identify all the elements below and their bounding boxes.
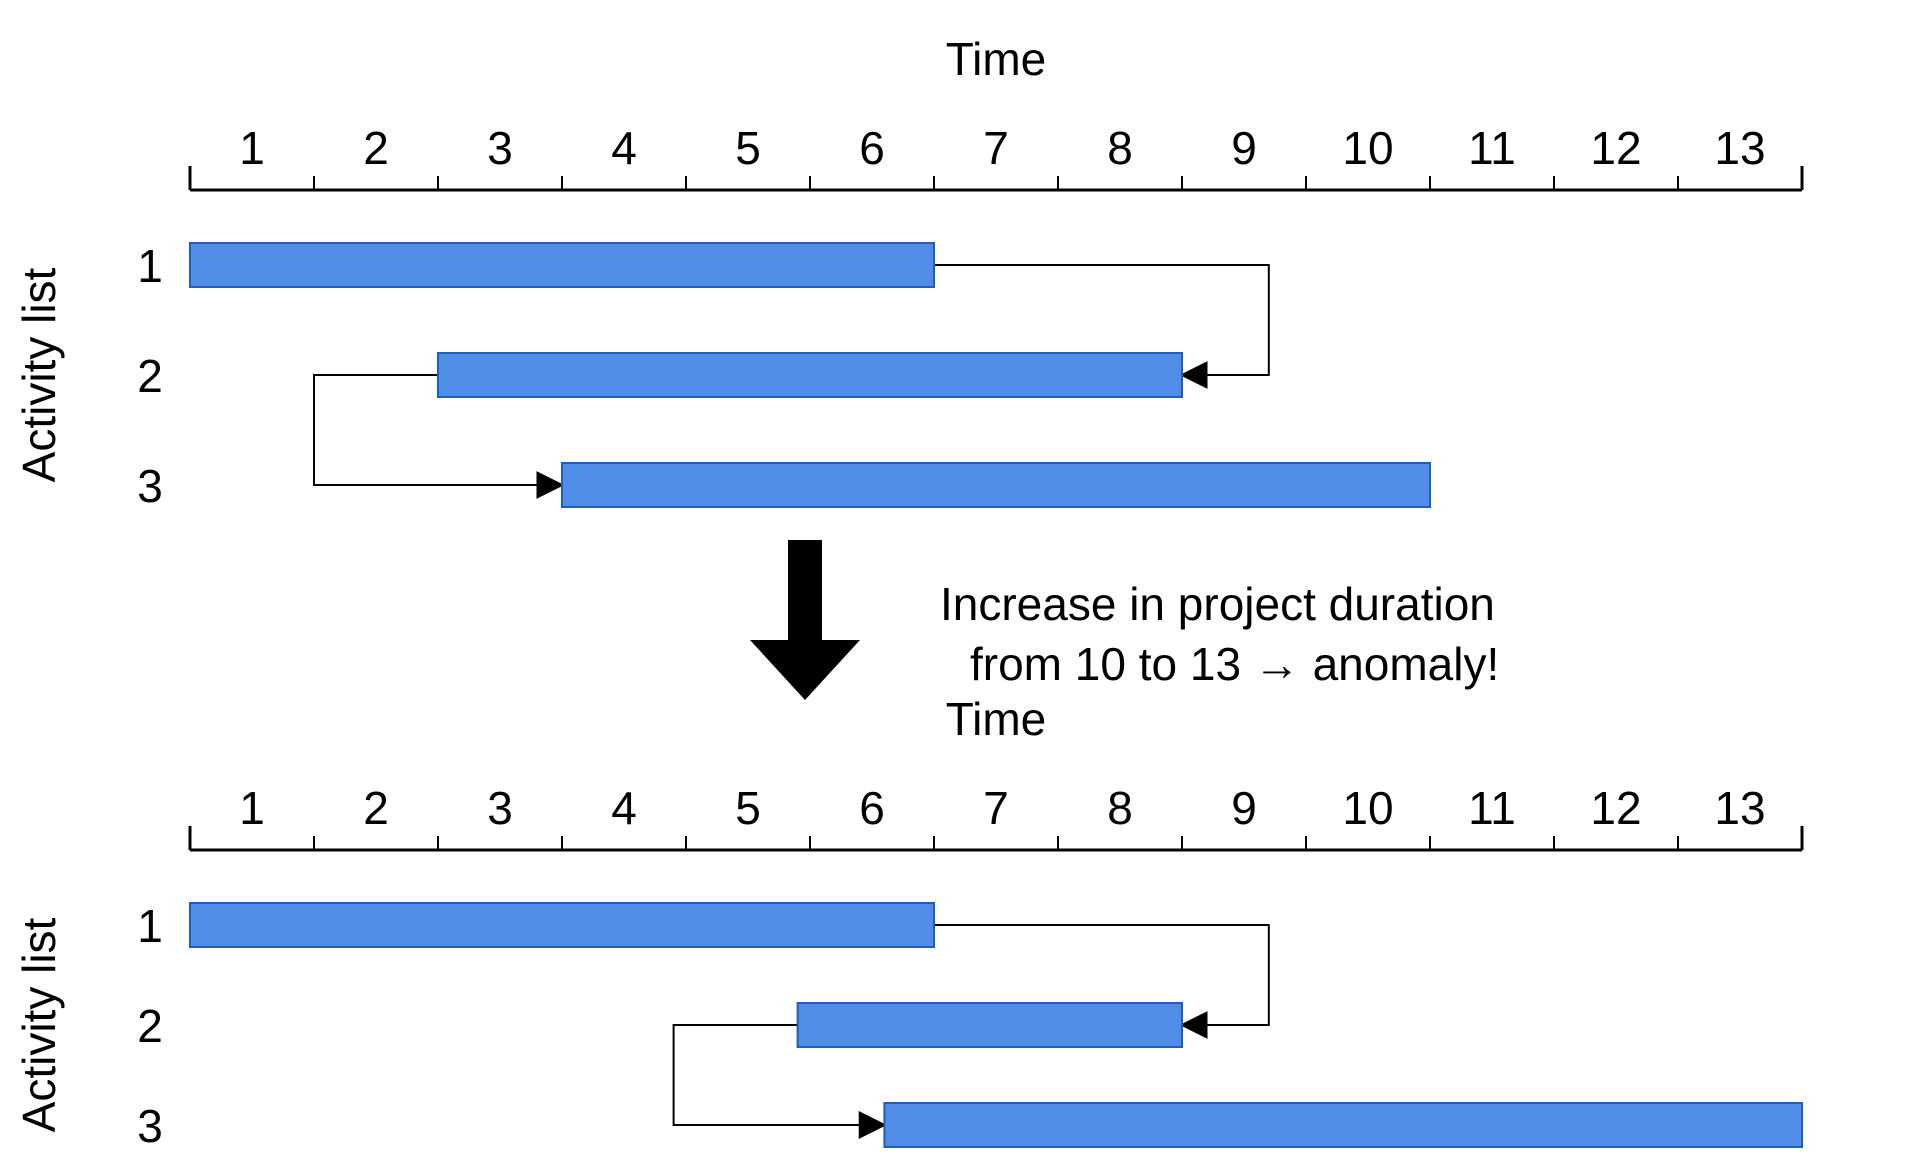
activity-label: 3 xyxy=(137,1100,163,1152)
activity-bar xyxy=(438,353,1182,397)
activity-bar xyxy=(190,903,934,947)
axis-tick-label: 8 xyxy=(1107,122,1133,174)
axis-tick-label: 7 xyxy=(983,122,1009,174)
diagram-svg: Time12345678910111213123Activity listInc… xyxy=(0,0,1920,1167)
axis-tick-label: 9 xyxy=(1231,782,1257,834)
activity-bar xyxy=(798,1003,1182,1047)
axis-tick-label: 12 xyxy=(1590,782,1641,834)
axis-tick-label: 10 xyxy=(1342,122,1393,174)
activity-label: 1 xyxy=(137,900,163,952)
axis-tick-label: 2 xyxy=(363,782,389,834)
axis-tick-label: 3 xyxy=(487,122,513,174)
axis-title: Time xyxy=(946,33,1047,85)
annotation-line-1: Increase in project duration xyxy=(940,578,1495,630)
axis-tick-label: 13 xyxy=(1714,782,1765,834)
activity-bar xyxy=(884,1103,1802,1147)
axis-tick-label: 12 xyxy=(1590,122,1641,174)
axis-tick-label: 7 xyxy=(983,782,1009,834)
axis-tick-label: 9 xyxy=(1231,122,1257,174)
activity-label: 3 xyxy=(137,460,163,512)
axis-tick-label: 8 xyxy=(1107,782,1133,834)
y-axis-label: Activity list xyxy=(13,267,65,482)
transition-arrow xyxy=(750,540,860,700)
axis-tick-label: 11 xyxy=(1468,782,1516,834)
axis-tick-label: 11 xyxy=(1468,122,1516,174)
axis-tick-label: 1 xyxy=(239,122,265,174)
activity-bar xyxy=(190,243,934,287)
y-axis-label: Activity list xyxy=(13,917,65,1132)
activity-label: 2 xyxy=(137,350,163,402)
axis-tick-label: 5 xyxy=(735,122,761,174)
annotation-line-2: from 10 to 13 → anomaly! xyxy=(970,638,1499,690)
axis-tick-label: 10 xyxy=(1342,782,1393,834)
axis-tick-label: 4 xyxy=(611,782,637,834)
axis-tick-label: 4 xyxy=(611,122,637,174)
axis-tick-label: 6 xyxy=(859,122,885,174)
axis-tick-label: 6 xyxy=(859,782,885,834)
activity-label: 1 xyxy=(137,240,163,292)
axis-tick-label: 3 xyxy=(487,782,513,834)
axis-tick-label: 2 xyxy=(363,122,389,174)
axis-tick-label: 13 xyxy=(1714,122,1765,174)
activity-bar xyxy=(562,463,1430,507)
axis-tick-label: 5 xyxy=(735,782,761,834)
activity-label: 2 xyxy=(137,1000,163,1052)
axis-title: Time xyxy=(946,693,1047,745)
axis-tick-label: 1 xyxy=(239,782,265,834)
